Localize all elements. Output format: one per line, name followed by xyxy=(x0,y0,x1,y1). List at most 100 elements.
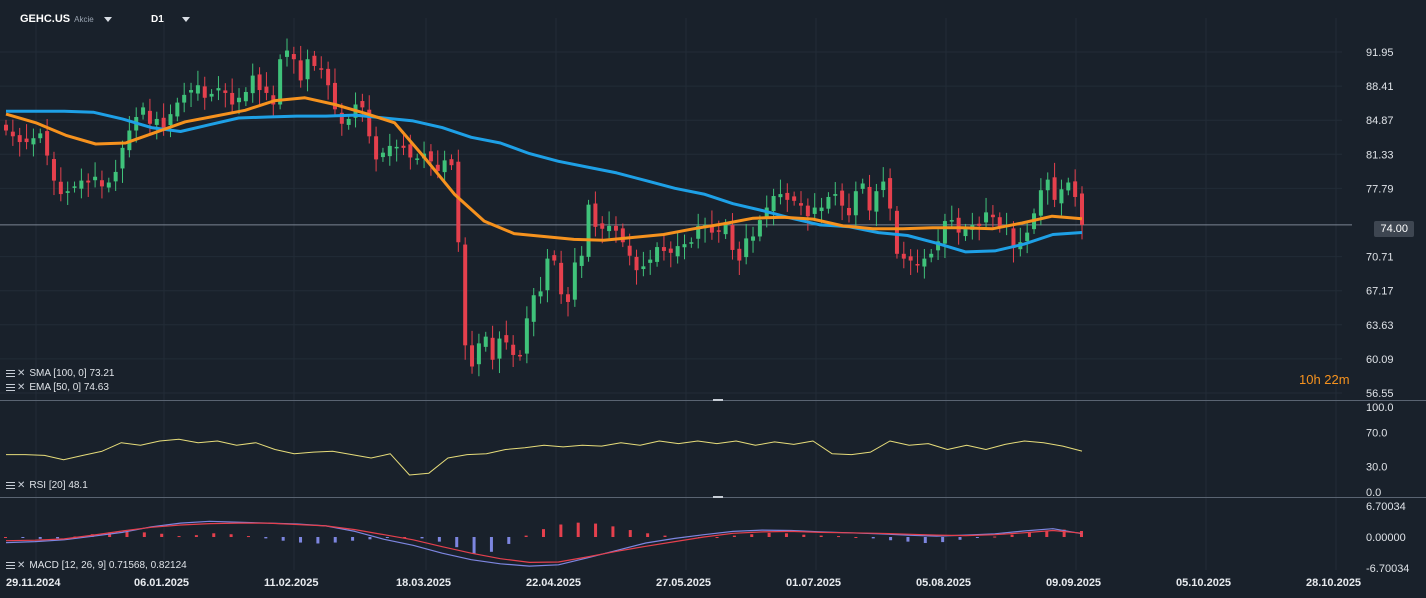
candle[interactable] xyxy=(600,223,605,229)
candle[interactable] xyxy=(977,223,982,226)
candle[interactable] xyxy=(922,258,927,267)
candle[interactable] xyxy=(504,335,509,343)
candle[interactable] xyxy=(805,205,810,217)
candle[interactable] xyxy=(463,244,468,346)
candle[interactable] xyxy=(812,207,817,214)
candle[interactable] xyxy=(682,244,687,248)
candle[interactable] xyxy=(1025,232,1030,242)
candle[interactable] xyxy=(997,217,1002,228)
candle[interactable] xyxy=(901,253,906,259)
candle[interactable] xyxy=(744,238,749,258)
candle[interactable] xyxy=(751,236,756,241)
candle[interactable] xyxy=(51,159,56,181)
candle[interactable] xyxy=(58,181,63,195)
candle[interactable] xyxy=(949,220,954,222)
candle[interactable] xyxy=(106,182,111,188)
candle[interactable] xyxy=(161,117,166,129)
candle[interactable] xyxy=(339,112,344,124)
candle[interactable] xyxy=(696,225,701,239)
candle[interactable] xyxy=(833,194,838,196)
candle[interactable] xyxy=(387,145,392,157)
candle[interactable] xyxy=(984,212,989,223)
candle[interactable] xyxy=(956,217,961,233)
candle[interactable] xyxy=(1011,228,1016,249)
candle[interactable] xyxy=(785,192,790,200)
settings-icon[interactable]: ✕ xyxy=(6,382,25,393)
candle[interactable] xyxy=(72,186,77,188)
candle[interactable] xyxy=(565,294,570,302)
candle[interactable] xyxy=(305,59,310,80)
candle[interactable] xyxy=(511,344,516,355)
candle[interactable] xyxy=(737,248,742,261)
candle[interactable] xyxy=(278,59,283,105)
candle[interactable] xyxy=(189,90,194,93)
candle[interactable] xyxy=(613,225,618,231)
candle[interactable] xyxy=(367,109,372,137)
candle[interactable] xyxy=(470,345,475,367)
candle[interactable] xyxy=(641,266,646,270)
candle[interactable] xyxy=(771,196,776,212)
candle[interactable] xyxy=(312,55,317,66)
candle[interactable] xyxy=(202,86,207,98)
candle[interactable] xyxy=(401,145,406,148)
candle[interactable] xyxy=(346,118,351,125)
candle[interactable] xyxy=(243,91,248,102)
candle[interactable] xyxy=(1073,181,1078,197)
candle[interactable] xyxy=(476,343,481,365)
candle[interactable] xyxy=(757,220,762,237)
candle[interactable] xyxy=(874,191,879,212)
candle[interactable] xyxy=(524,318,529,354)
candle[interactable] xyxy=(894,210,899,254)
candle[interactable] xyxy=(936,241,941,251)
candle[interactable] xyxy=(332,82,337,110)
macd-pane[interactable] xyxy=(4,520,1083,567)
candle[interactable] xyxy=(483,336,488,347)
candle[interactable] xyxy=(675,246,680,257)
candle[interactable] xyxy=(230,92,235,105)
timeframe-selector[interactable]: D1 xyxy=(151,11,190,27)
candle[interactable] xyxy=(298,60,303,81)
candle[interactable] xyxy=(1038,190,1043,216)
candle[interactable] xyxy=(120,147,125,169)
candle[interactable] xyxy=(881,181,886,191)
sma-legend[interactable]: ✕ SMA [100, 0] 73.21 xyxy=(6,368,114,379)
candle[interactable] xyxy=(284,50,289,57)
candle[interactable] xyxy=(380,152,385,158)
candle[interactable] xyxy=(607,225,612,232)
candle[interactable] xyxy=(168,114,173,126)
candle[interactable] xyxy=(538,291,543,297)
candle[interactable] xyxy=(668,248,673,253)
candle[interactable] xyxy=(65,191,70,193)
candle[interactable] xyxy=(10,131,15,137)
candle[interactable] xyxy=(319,68,324,70)
candle[interactable] xyxy=(237,97,242,103)
candle[interactable] xyxy=(86,180,91,183)
candle[interactable] xyxy=(990,214,995,218)
candle[interactable] xyxy=(374,136,379,160)
candle[interactable] xyxy=(963,228,968,237)
settings-icon[interactable]: ✕ xyxy=(6,560,25,571)
candle[interactable] xyxy=(730,225,735,250)
candle[interactable] xyxy=(778,194,783,198)
candle[interactable] xyxy=(655,247,660,262)
candle[interactable] xyxy=(456,161,461,243)
candle[interactable] xyxy=(257,74,262,91)
candle[interactable] xyxy=(572,262,577,300)
candle[interactable] xyxy=(99,180,104,187)
candle[interactable] xyxy=(360,101,365,108)
candle[interactable] xyxy=(4,124,8,131)
candle[interactable] xyxy=(113,171,118,182)
candle[interactable] xyxy=(545,258,550,291)
price-pane[interactable] xyxy=(0,38,1352,377)
candle[interactable] xyxy=(147,110,152,124)
candle[interactable] xyxy=(799,203,804,206)
candle[interactable] xyxy=(264,86,269,93)
candle[interactable] xyxy=(1066,182,1071,191)
candle[interactable] xyxy=(24,138,29,143)
candle[interactable] xyxy=(915,264,920,266)
candle[interactable] xyxy=(723,223,728,235)
candle[interactable] xyxy=(716,230,721,232)
symbol-selector[interactable]: GEHC.US Akcie xyxy=(20,11,112,27)
candle[interactable] xyxy=(31,138,36,145)
